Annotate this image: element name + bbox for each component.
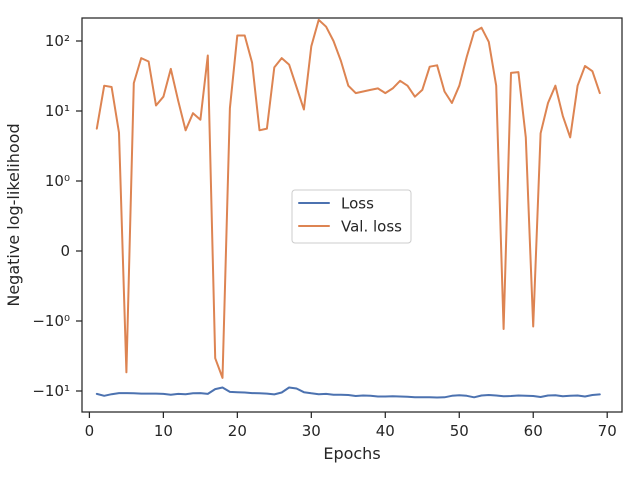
x-axis: 0 10 20 30 40 50 60 70: [85, 412, 617, 440]
x-tick-label: 60: [524, 422, 543, 440]
x-tick-label: 0: [85, 422, 95, 440]
plot-frame: [81, 17, 623, 413]
x-tick-label: 70: [598, 422, 617, 440]
series-layer: [95, 18, 601, 399]
y-tick-label: −10¹: [32, 382, 70, 400]
series-line-val-loss: [95, 18, 601, 379]
y-tick-label: 10⁰: [45, 172, 70, 190]
y-tick-label: 0: [60, 242, 70, 260]
y-tick-label: 10²: [45, 32, 70, 50]
series-line-loss: [95, 386, 601, 399]
x-tick-label: 50: [450, 422, 469, 440]
x-axis-label: Epochs: [323, 444, 380, 463]
x-tick-label: 20: [228, 422, 247, 440]
legend-label-loss: Loss: [341, 195, 374, 213]
y-tick-label: 10¹: [45, 102, 70, 120]
y-axis-label: Negative log-likelihood: [4, 123, 23, 306]
x-tick-label: 40: [376, 422, 395, 440]
y-tick-label: −10⁰: [32, 312, 70, 330]
y-axis: −10¹ −10⁰ 0 10⁰ 10¹ 10²: [32, 32, 82, 400]
legend: Loss Val. loss: [291, 189, 412, 244]
legend-label-val-loss: Val. loss: [341, 218, 402, 236]
x-tick-label: 30: [302, 422, 321, 440]
x-tick-label: 10: [154, 422, 173, 440]
